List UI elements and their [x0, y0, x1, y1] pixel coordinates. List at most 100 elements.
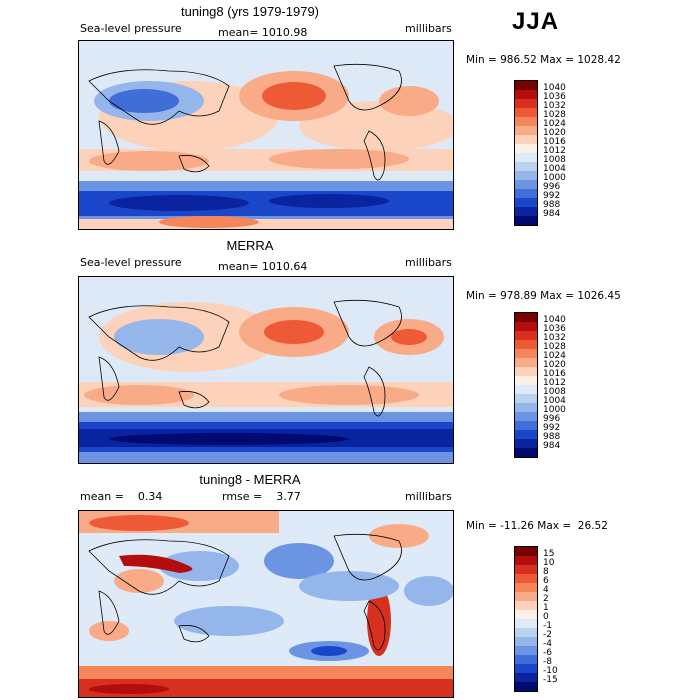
panel2-units: millibars	[405, 256, 452, 269]
colorbar-tick-label: 1024	[543, 119, 566, 129]
panel3-map	[78, 510, 454, 698]
colorbar-tick-label: 10	[543, 558, 555, 568]
colorbar-swatch	[515, 655, 537, 664]
panel1-mean: mean= 1010.98	[218, 26, 308, 39]
season-label: JJA	[512, 8, 560, 35]
colorbar-swatch	[515, 313, 537, 322]
panel3-colorbar	[514, 546, 538, 692]
panel1-units: millibars	[405, 22, 452, 35]
colorbar-tick-label: -10	[543, 666, 558, 676]
colorbar-swatch	[515, 574, 537, 583]
panel2-variable: Sea-level pressure	[80, 256, 182, 269]
colorbar-tick-label: 6	[543, 576, 549, 586]
colorbar-tick-label: 1012	[543, 146, 566, 156]
colorbar-tick-label: 996	[543, 182, 561, 192]
colorbar-tick-label: 1008	[543, 387, 566, 397]
colorbar-swatch	[515, 349, 537, 358]
colorbar-swatch	[515, 637, 537, 646]
colorbar-swatch	[515, 448, 537, 457]
colorbar-tick-label: 992	[543, 423, 561, 433]
panel3-minmax: Min = -11.26 Max = 26.52	[466, 520, 608, 532]
colorbar-swatch	[515, 565, 537, 574]
colorbar-tick-label: 1032	[543, 101, 566, 111]
colorbar-tick-label: 1012	[543, 378, 566, 388]
colorbar-swatch	[515, 394, 537, 403]
colorbar-tick-label: 1040	[543, 83, 566, 93]
panel1-colorbar	[514, 80, 538, 226]
colorbar-swatch	[515, 216, 537, 225]
colorbar-tick-label: 1008	[543, 155, 566, 165]
colorbar-swatch	[515, 619, 537, 628]
panel3-rmse: rmse = 3.77	[222, 490, 301, 503]
colorbar-tick-label: 2	[543, 594, 549, 604]
colorbar-tick-label: -15	[543, 675, 558, 685]
colorbar-swatch	[515, 646, 537, 655]
colorbar-swatch	[515, 601, 537, 610]
colorbar-tick-label: 1024	[543, 351, 566, 361]
colorbar-tick-label: -1	[543, 621, 552, 631]
colorbar-swatch	[515, 358, 537, 367]
colorbar-swatch	[515, 610, 537, 619]
colorbar-swatch	[515, 682, 537, 691]
colorbar-swatch	[515, 162, 537, 171]
colorbar-tick-label: 1004	[543, 396, 566, 406]
colorbar-swatch	[515, 421, 537, 430]
colorbar-tick-label: 1000	[543, 405, 566, 415]
colorbar-tick-label: 992	[543, 191, 561, 201]
colorbar-swatch	[515, 171, 537, 180]
colorbar-swatch	[515, 673, 537, 682]
colorbar-tick-label: 4	[543, 585, 549, 595]
colorbar-swatch	[515, 547, 537, 556]
colorbar-tick-label: 1016	[543, 137, 566, 147]
colorbar-tick-label: 0	[543, 612, 549, 622]
colorbar-swatch	[515, 180, 537, 189]
panel1-title: tuning8 (yrs 1979-1979)	[180, 4, 320, 19]
colorbar-tick-label: -8	[543, 657, 552, 667]
colorbar-tick-label: 1028	[543, 342, 566, 352]
colorbar-tick-label: 1020	[543, 128, 566, 138]
colorbar-swatch	[515, 592, 537, 601]
colorbar-swatch	[515, 340, 537, 349]
colorbar-swatch	[515, 135, 537, 144]
colorbar-swatch	[515, 628, 537, 637]
colorbar-swatch	[515, 367, 537, 376]
colorbar-tick-label: 988	[543, 432, 561, 442]
colorbar-tick-label: 996	[543, 414, 561, 424]
colorbar-swatch	[515, 430, 537, 439]
colorbar-tick-label: 15	[543, 549, 555, 559]
colorbar-tick-label: 988	[543, 200, 561, 210]
colorbar-swatch	[515, 99, 537, 108]
panel2-colorbar-labels: 1040 1036 1032 1028 1024 1020 1016 1012 1008 1004…	[543, 316, 566, 451]
colorbar-tick-label: -2	[543, 630, 552, 640]
panel2-mean: mean= 1010.64	[218, 260, 308, 273]
colorbar-swatch	[515, 90, 537, 99]
panel3-colorbar-labels: 15 10 8 6 4 2 1 0 -1 -2 -4 -6 -8 -10 -15	[543, 550, 558, 685]
colorbar-swatch	[515, 583, 537, 592]
colorbar-swatch	[515, 207, 537, 216]
panel2-map	[78, 276, 454, 464]
panel2-minmax: Min = 978.89 Max = 1026.45	[466, 290, 621, 302]
colorbar-tick-label: 1036	[543, 92, 566, 102]
colorbar-swatch	[515, 385, 537, 394]
colorbar-tick-label: 1036	[543, 324, 566, 334]
panel2-title: MERRA	[226, 238, 274, 253]
colorbar-swatch	[515, 403, 537, 412]
colorbar-tick-label: -6	[543, 648, 552, 658]
colorbar-tick-label: 1032	[543, 333, 566, 343]
colorbar-swatch	[515, 331, 537, 340]
colorbar-swatch	[515, 189, 537, 198]
colorbar-swatch	[515, 81, 537, 90]
colorbar-swatch	[515, 198, 537, 207]
panel3-units: millibars	[405, 490, 452, 503]
colorbar-swatch	[515, 412, 537, 421]
colorbar-tick-label: 984	[543, 209, 561, 219]
panel3-mean: mean = 0.34	[80, 490, 163, 503]
colorbar-tick-label: 1004	[543, 164, 566, 174]
colorbar-tick-label: 984	[543, 441, 561, 451]
colorbar-swatch	[515, 117, 537, 126]
colorbar-swatch	[515, 439, 537, 448]
colorbar-swatch	[515, 556, 537, 565]
colorbar-swatch	[515, 144, 537, 153]
colorbar-tick-label: 1016	[543, 369, 566, 379]
colorbar-tick-label: 1028	[543, 110, 566, 120]
